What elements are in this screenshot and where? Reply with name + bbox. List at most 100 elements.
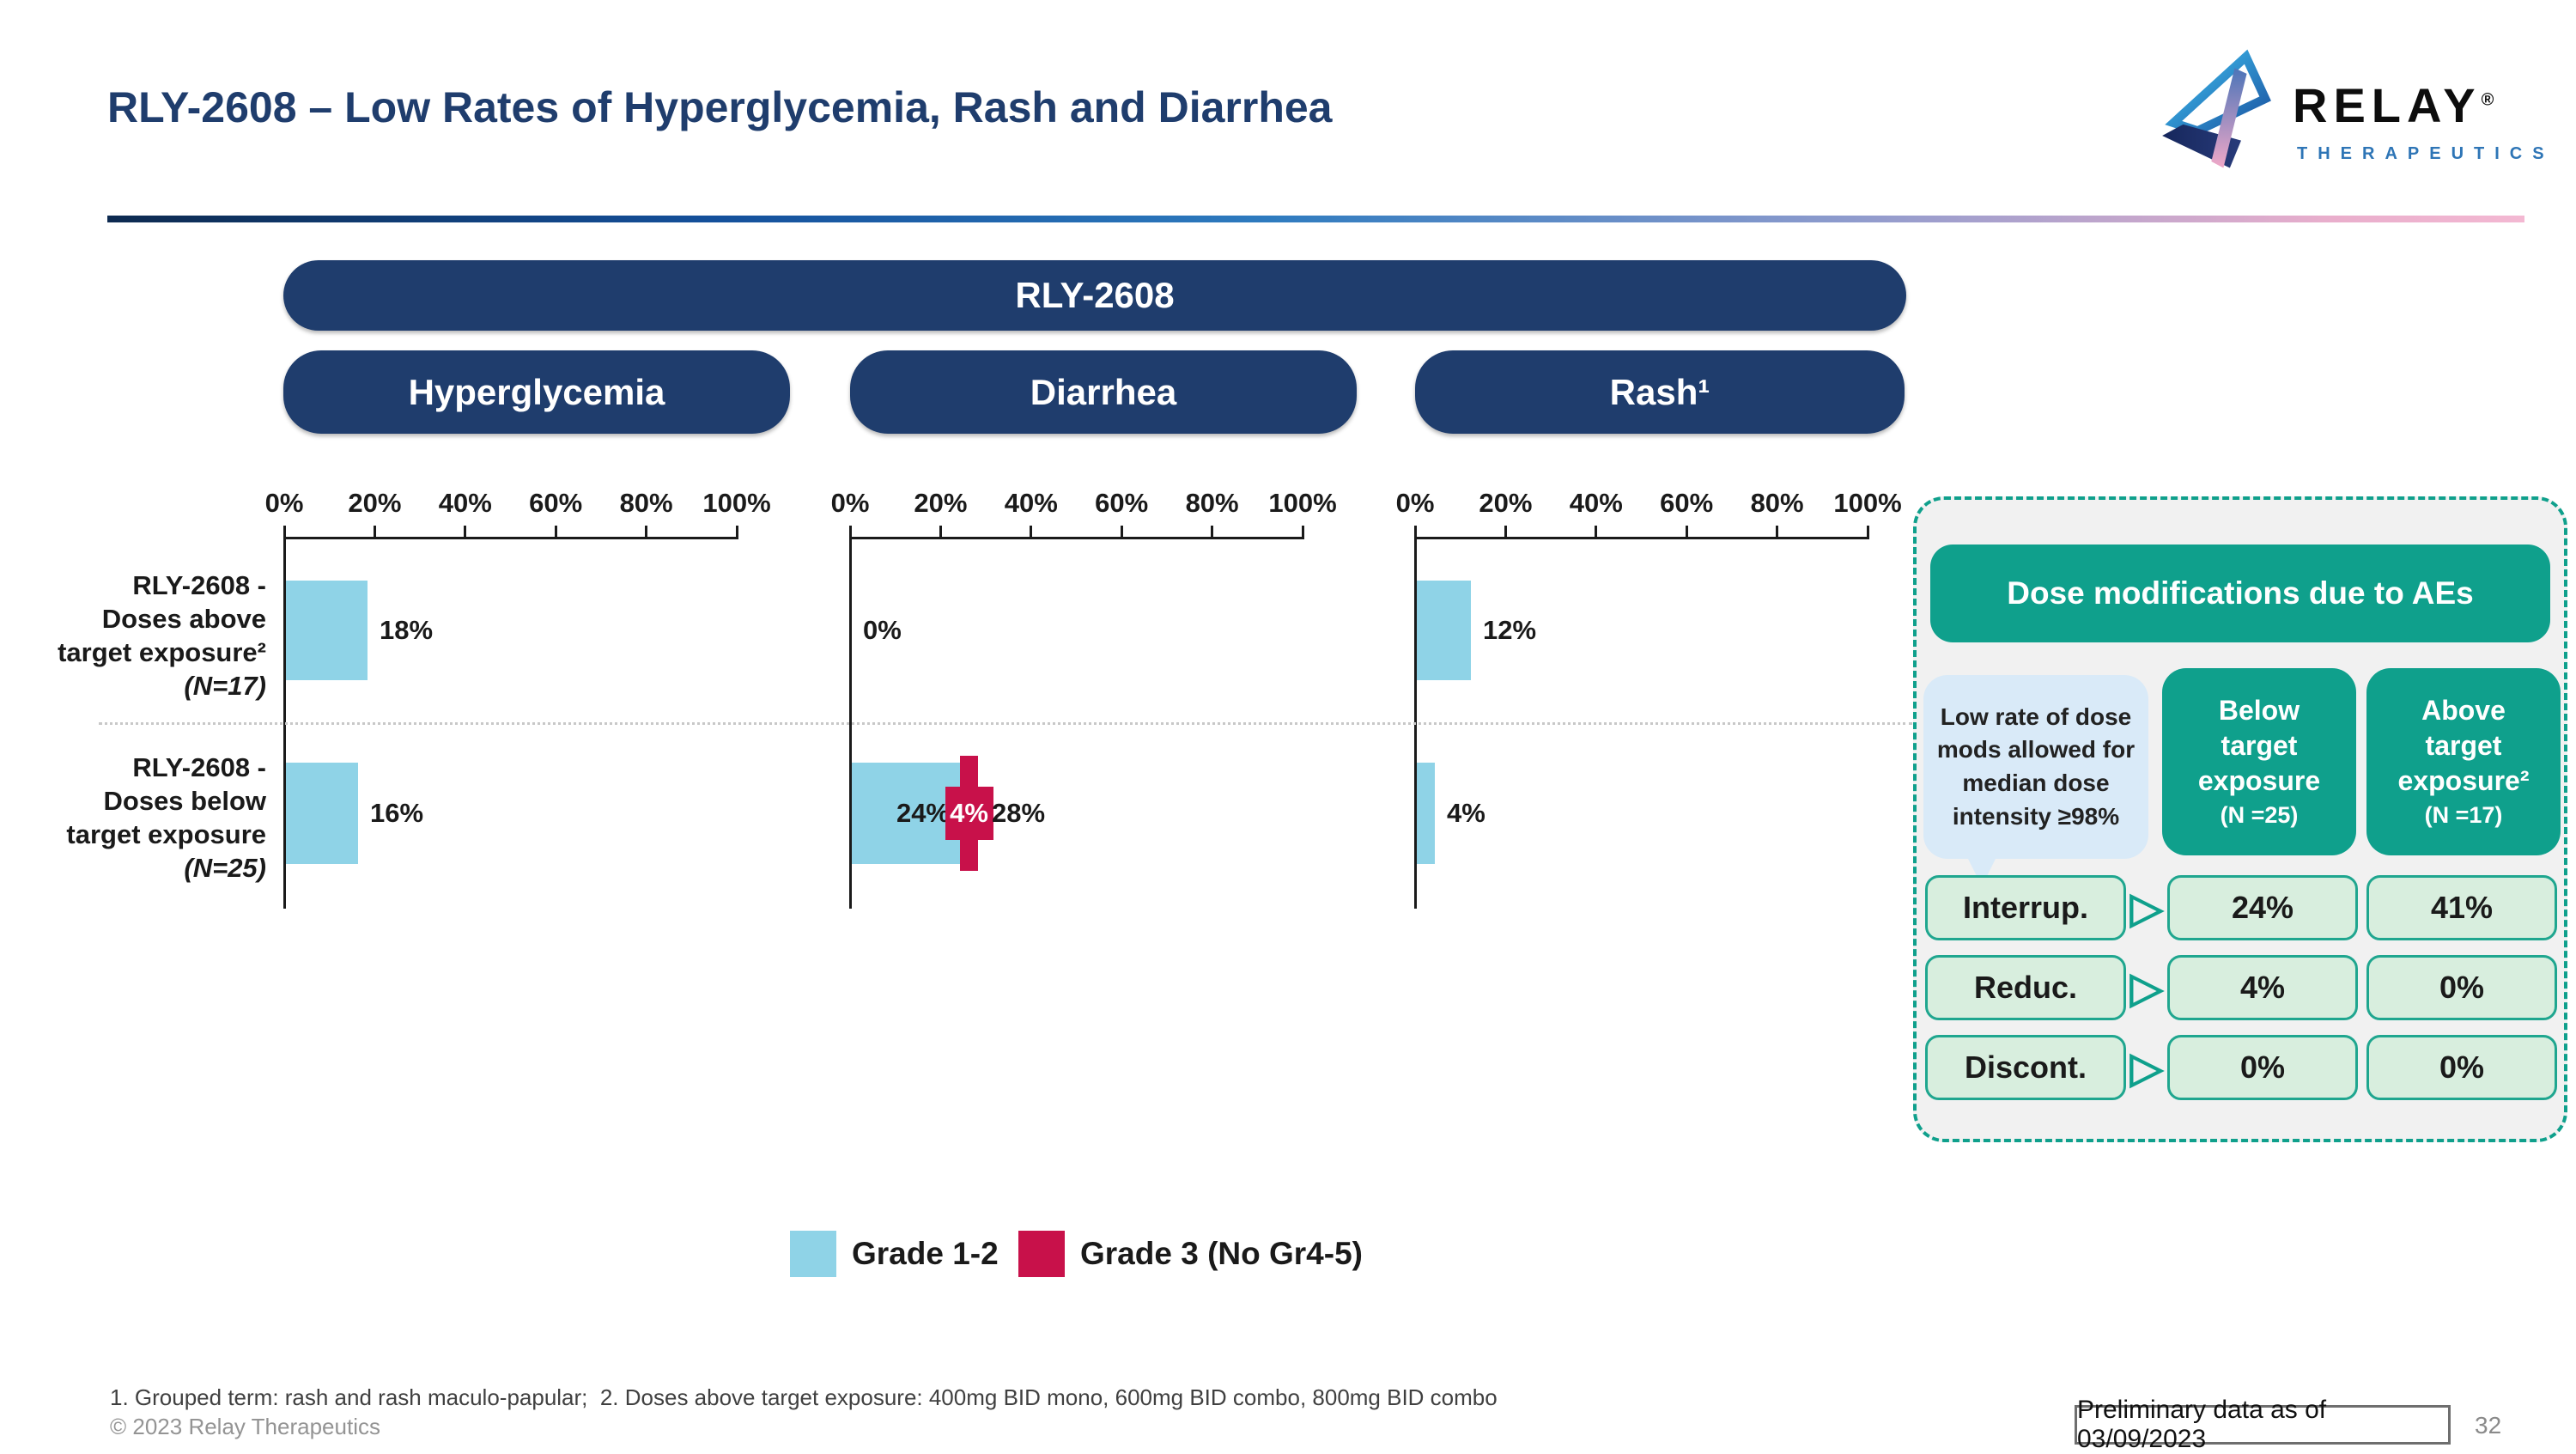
bar-grade12 bbox=[286, 581, 368, 680]
axis-tick-mark bbox=[735, 526, 738, 537]
bar-grade12 bbox=[1417, 581, 1471, 680]
axis-tick-label: 100% bbox=[1268, 488, 1337, 518]
row-label-above-target: RLY-2608 - Doses above target exposure² … bbox=[50, 569, 266, 703]
axis-tick-label: 20% bbox=[348, 488, 402, 518]
axis-tick-label: 40% bbox=[1569, 488, 1623, 518]
axis-tick-label: 20% bbox=[914, 488, 968, 518]
axis-tick-label: 40% bbox=[438, 488, 492, 518]
pill-diarrhea: Diarrhea bbox=[850, 350, 1357, 434]
axis-tick-label: 20% bbox=[1479, 488, 1533, 518]
dose-value-discontinuation-below: 0% bbox=[2167, 1035, 2358, 1100]
pill-hyperglycemia: Hyperglycemia bbox=[283, 350, 790, 434]
axis-tick-mark bbox=[283, 526, 286, 537]
axis-tick-label: 60% bbox=[1660, 488, 1714, 518]
row-label-n: (N=17) bbox=[184, 671, 266, 701]
row-label-text: RLY-2608 - Doses above target exposure² bbox=[58, 570, 266, 667]
dose-modifications-panel: Dose modifications due to AEs Low rate o… bbox=[1913, 496, 2567, 1142]
x-axis-line bbox=[1414, 537, 1869, 539]
axis-tick-mark bbox=[373, 526, 376, 537]
preliminary-data-box: Preliminary data as of 03/09/2023 bbox=[2075, 1396, 2451, 1453]
logo-wordmark: RELAY® bbox=[2293, 78, 2494, 132]
axis-tick-label: 100% bbox=[702, 488, 771, 518]
x-axis-line bbox=[849, 537, 1304, 539]
axis-tick-mark bbox=[1120, 526, 1123, 537]
dose-row-label-reduction: Reduc. bbox=[1925, 955, 2126, 1020]
bar-value-label: 0% bbox=[863, 615, 902, 645]
header-divider bbox=[107, 216, 2524, 222]
dose-value-reduction-above: 0% bbox=[2366, 955, 2557, 1020]
bar-value-label: 24% bbox=[896, 798, 950, 828]
axis-tick-mark bbox=[1866, 526, 1869, 537]
bar-grade12 bbox=[852, 763, 960, 864]
relay-logo: RELAY® THERAPEUTICS bbox=[2151, 41, 2546, 187]
axis-tick-mark bbox=[1504, 526, 1507, 537]
dose-row-label-discontinuation: Discont. bbox=[1925, 1035, 2126, 1100]
bar-value-label: 12% bbox=[1483, 615, 1537, 645]
axis-tick-label: 0% bbox=[830, 488, 870, 518]
axis-tick-label: 100% bbox=[1833, 488, 1902, 518]
axis-tick-mark bbox=[1030, 526, 1033, 537]
legend-label-grade12: Grade 1-2 bbox=[852, 1236, 999, 1271]
bar-value-label: 16% bbox=[370, 798, 424, 828]
pill-rash: Rash¹ bbox=[1415, 350, 1905, 434]
bar-grade12 bbox=[286, 763, 358, 864]
relay-logo-icon bbox=[2162, 49, 2271, 168]
legend-swatch-grade12 bbox=[790, 1231, 836, 1277]
row-label-below-target: RLY-2608 - Doses below target exposure (… bbox=[50, 751, 266, 885]
chart-rash: 0% 20% 40% 60% 80% 100% 12% 4% bbox=[1396, 481, 1999, 945]
x-axis-line bbox=[283, 537, 738, 539]
page-title: RLY-2608 – Low Rates of Hyperglycemia, R… bbox=[107, 83, 1333, 131]
footnote-text: 1. Grouped term: rash and rash maculo-pa… bbox=[110, 1384, 1498, 1410]
axis-tick-mark bbox=[1301, 526, 1304, 537]
axis-tick-label: 0% bbox=[264, 488, 304, 518]
dose-panel-callout: Low rate of dose mods allowed for median… bbox=[1923, 675, 2148, 859]
axis-tick-mark bbox=[464, 526, 467, 537]
chart-diarrhea: 0% 20% 40% 60% 80% 100% 0% 24% 4% 28% bbox=[831, 481, 1434, 945]
axis-tick-label: 0% bbox=[1395, 488, 1435, 518]
dose-value-reduction-below: 4% bbox=[2167, 955, 2358, 1020]
axis-tick-mark bbox=[1211, 526, 1214, 537]
axis-tick-label: 60% bbox=[529, 488, 583, 518]
dose-value-discontinuation-above: 0% bbox=[2366, 1035, 2557, 1100]
axis-tick-mark bbox=[645, 526, 648, 537]
bar-grade12 bbox=[1417, 763, 1435, 864]
bar-value-label: 4% bbox=[1447, 798, 1485, 828]
axis-tick-label: 80% bbox=[619, 488, 673, 518]
column-header-above-target: Above target exposure² (N =17) bbox=[2366, 668, 2561, 855]
row-separator-line bbox=[99, 722, 1912, 725]
row-label-n: (N=25) bbox=[184, 853, 266, 883]
bar-value-label: 18% bbox=[380, 615, 434, 645]
copyright-text: © 2023 Relay Therapeutics bbox=[110, 1414, 380, 1439]
axis-tick-label: 80% bbox=[1750, 488, 1804, 518]
legend-label-grade3: Grade 3 (No Gr4-5) bbox=[1080, 1236, 1363, 1271]
axis-tick-label: 40% bbox=[1004, 488, 1058, 518]
arrow-right-icon: ▷ bbox=[2129, 1043, 2164, 1092]
banner-rly2608: RLY-2608 bbox=[283, 260, 1906, 331]
column-header-text: Above target exposure² bbox=[2397, 695, 2530, 797]
bar-value-label-grade3: 4% bbox=[945, 787, 993, 840]
arrow-right-icon: ▷ bbox=[2129, 964, 2164, 1012]
column-header-text: Below target exposure bbox=[2197, 695, 2321, 797]
column-header-n: (N =17) bbox=[2424, 802, 2503, 829]
dose-panel-title: Dose modifications due to AEs bbox=[1930, 544, 2550, 642]
chart-hyperglycemia: 0% 20% 40% 60% 80% 100% 18% 16% bbox=[265, 481, 868, 945]
axis-tick-mark bbox=[1413, 526, 1417, 537]
page-number: 32 bbox=[2475, 1412, 2502, 1439]
axis-tick-mark bbox=[1595, 526, 1598, 537]
bar-total-label: 28% bbox=[992, 798, 1046, 828]
row-label-text: RLY-2608 - Doses below target exposure bbox=[66, 752, 266, 849]
logo-subtext: THERAPEUTICS bbox=[2297, 144, 2555, 163]
axis-tick-mark bbox=[939, 526, 942, 537]
column-header-below-target: Below target exposure (N =25) bbox=[2162, 668, 2356, 855]
dose-row-label-interruption: Interrup. bbox=[1925, 875, 2126, 940]
axis-tick-label: 60% bbox=[1095, 488, 1149, 518]
axis-tick-mark bbox=[848, 526, 852, 537]
dose-value-interruption-below: 24% bbox=[2167, 875, 2358, 940]
column-header-n: (N =25) bbox=[2220, 802, 2299, 829]
dose-value-interruption-above: 41% bbox=[2366, 875, 2557, 940]
axis-tick-mark bbox=[554, 526, 557, 537]
arrow-right-icon: ▷ bbox=[2129, 884, 2164, 932]
axis-tick-label: 80% bbox=[1185, 488, 1239, 518]
legend-swatch-grade3 bbox=[1018, 1231, 1065, 1277]
axis-tick-mark bbox=[1685, 526, 1688, 537]
